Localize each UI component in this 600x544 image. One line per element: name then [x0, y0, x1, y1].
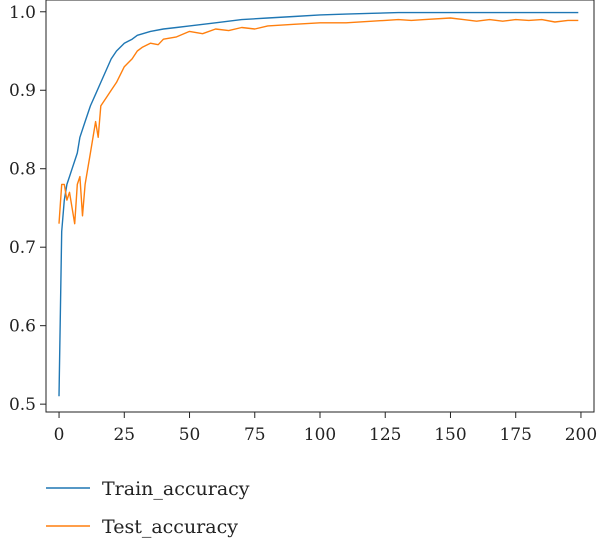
legend-label: Test_accuracy [102, 516, 238, 538]
y-tick-label: 1.0 [9, 3, 36, 23]
x-tick-label: 175 [499, 425, 531, 445]
y-tick-label: 0.7 [9, 238, 36, 258]
y-tick-label: 0.5 [9, 395, 36, 415]
series-line-train-accuracy [58, 11, 579, 397]
y-axis: 0.5 0.6 0.7 0.8 0.9 1.0 [9, 3, 46, 415]
legend: Train_accuracy Test_accuracy [46, 478, 250, 538]
y-tick-label: 0.6 [9, 317, 36, 337]
series-lines [58, 11, 579, 397]
series-line-test-accuracy [58, 17, 579, 225]
x-axis: 0 25 50 75 100 125 150 175 200 [54, 412, 597, 445]
x-tick-label: 0 [54, 425, 65, 445]
x-tick-label: 125 [369, 425, 401, 445]
plot-frame [45, 0, 595, 413]
x-tick-label: 75 [244, 425, 266, 445]
legend-label: Train_accuracy [102, 478, 250, 500]
x-tick-label: 50 [179, 425, 201, 445]
x-tick-label: 100 [304, 425, 336, 445]
y-tick-label: 0.9 [9, 81, 36, 101]
y-tick-label: 0.8 [9, 160, 36, 180]
x-tick-label: 25 [113, 425, 135, 445]
x-tick-label: 150 [434, 425, 466, 445]
x-tick-label: 200 [565, 425, 597, 445]
